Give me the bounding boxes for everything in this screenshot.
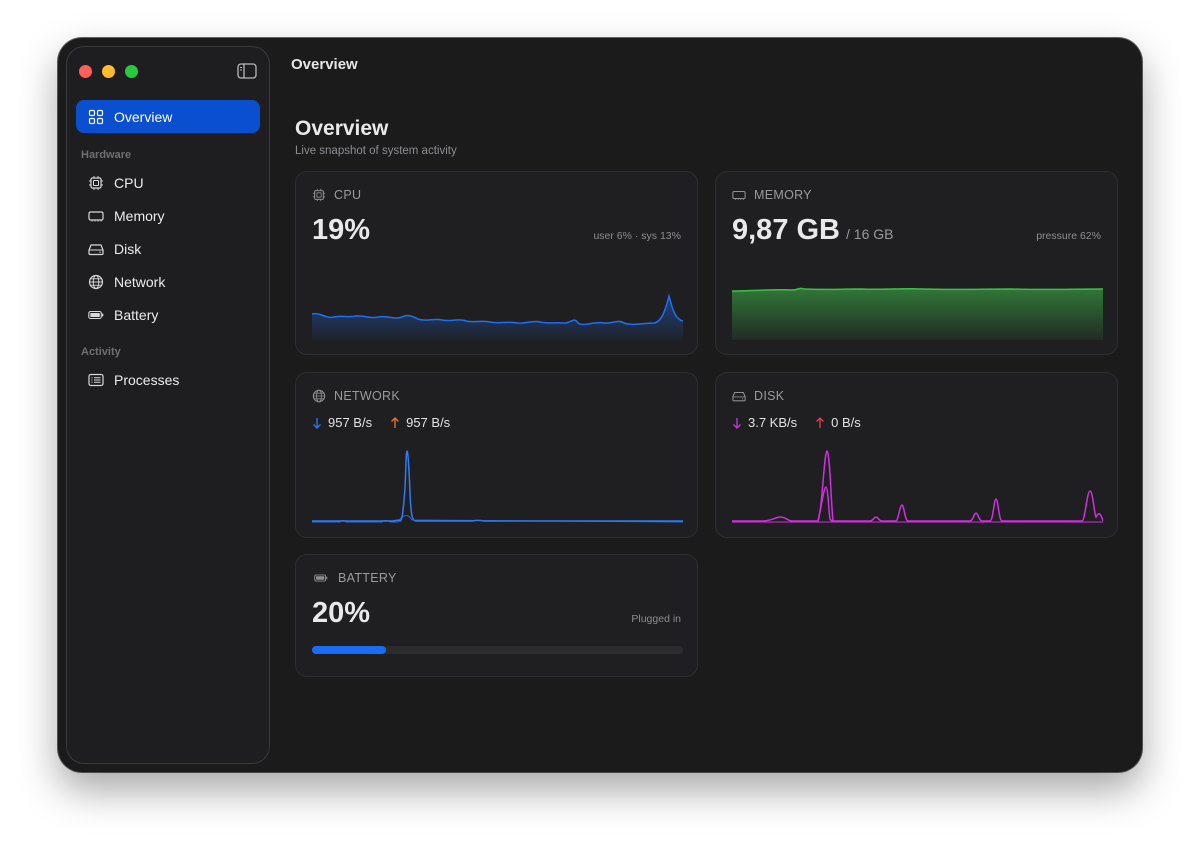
memory-used-value: 9,87 GB / 16 GB bbox=[732, 214, 893, 247]
disk-icon bbox=[732, 391, 746, 402]
card-title: BATTERY bbox=[338, 571, 397, 585]
sidebar-item-label: Processes bbox=[114, 371, 180, 388]
cpu-usage-value: 19% bbox=[312, 214, 371, 246]
network-download-line bbox=[312, 450, 683, 522]
disk-read-rate: 3.7 KB/s bbox=[732, 415, 797, 430]
card-header: CPU bbox=[312, 188, 361, 202]
card-header: BATTERY bbox=[312, 571, 397, 585]
sidebar-item-label: CPU bbox=[114, 174, 144, 191]
sidebar-item-memory[interactable]: Memory bbox=[76, 199, 260, 232]
memory-used: 9,87 GB bbox=[732, 214, 840, 246]
cpu-line bbox=[312, 293, 683, 326]
sidebar-item-label: Battery bbox=[114, 306, 159, 323]
memory-pressure: pressure 62% bbox=[1036, 230, 1101, 242]
battery-icon bbox=[88, 310, 104, 319]
cpu-area bbox=[312, 296, 683, 342]
close-window-button[interactable] bbox=[79, 65, 92, 78]
cpu-chip-icon bbox=[89, 175, 103, 190]
arrow-up-icon bbox=[391, 416, 400, 428]
memory-icon bbox=[732, 190, 746, 200]
card-header: NETWORK bbox=[312, 389, 400, 403]
battery-level-bar bbox=[312, 646, 683, 654]
memory-area bbox=[732, 288, 1103, 340]
download-value: 957 B/s bbox=[328, 415, 373, 430]
memory-icon bbox=[88, 210, 104, 221]
card-header: DISK bbox=[732, 389, 784, 403]
zoom-window-button[interactable] bbox=[125, 65, 138, 78]
list-icon bbox=[88, 373, 104, 386]
network-upload-line bbox=[312, 515, 683, 523]
battery-level-fill bbox=[312, 646, 387, 654]
globe-icon bbox=[88, 274, 104, 289]
sidebar-item-battery[interactable]: Battery bbox=[76, 298, 260, 331]
network-rates: 957 B/s 957 B/s bbox=[312, 415, 450, 430]
sidebar-item-network[interactable]: Network bbox=[76, 265, 260, 298]
network-history-chart bbox=[312, 450, 683, 523]
sidebar-toggle-icon[interactable] bbox=[237, 63, 257, 79]
cpu-chip-icon bbox=[312, 188, 326, 202]
disk-history-chart bbox=[732, 450, 1103, 523]
network-card[interactable]: NETWORK 957 B/s 957 B/s bbox=[295, 372, 698, 538]
disk-card[interactable]: DISK 3.7 KB/s 0 B/s bbox=[715, 372, 1118, 538]
arrow-down-icon bbox=[733, 417, 741, 429]
disk-write-rate: 0 B/s bbox=[815, 415, 861, 430]
upload-rate: 957 B/s bbox=[390, 415, 450, 430]
sidebar-item-cpu[interactable]: CPU bbox=[76, 166, 260, 199]
disk-read-value: 3.7 KB/s bbox=[748, 415, 798, 430]
memory-line bbox=[732, 287, 1103, 292]
arrow-down-icon bbox=[313, 417, 321, 429]
disk-read-line bbox=[732, 486, 1103, 522]
section-label-hardware: Hardware bbox=[81, 149, 132, 161]
sidebar-item-label: Overview bbox=[114, 108, 173, 125]
cpu-history-chart bbox=[312, 293, 683, 342]
disk-icon bbox=[88, 243, 104, 255]
sidebar: Overview Hardware CPU Memory D bbox=[66, 46, 270, 764]
card-title: NETWORK bbox=[334, 389, 400, 403]
disk-rates: 3.7 KB/s 0 B/s bbox=[732, 415, 861, 430]
minimize-window-button[interactable] bbox=[102, 65, 115, 78]
app-window: Overview Hardware CPU Memory D bbox=[58, 38, 1142, 772]
arrow-up-icon bbox=[816, 416, 825, 428]
battery-card[interactable]: BATTERY 20% Plugged in bbox=[295, 554, 698, 677]
card-title: DISK bbox=[754, 389, 785, 403]
grid-icon bbox=[88, 109, 104, 124]
globe-icon bbox=[312, 389, 326, 403]
cpu-breakdown: user 6% · sys 13% bbox=[593, 230, 681, 242]
sidebar-item-label: Memory bbox=[114, 207, 165, 224]
sidebar-item-overview[interactable]: Overview bbox=[76, 100, 260, 133]
battery-icon bbox=[314, 574, 328, 582]
page-title: Overview bbox=[295, 117, 389, 140]
sidebar-item-processes[interactable]: Processes bbox=[76, 363, 260, 396]
memory-total: / 16 GB bbox=[846, 226, 894, 242]
section-label-activity: Activity bbox=[81, 346, 121, 358]
sidebar-item-label: Disk bbox=[114, 240, 142, 257]
cpu-card[interactable]: CPU 19% user 6% · sys 13% bbox=[295, 171, 698, 355]
upload-value: 957 B/s bbox=[406, 415, 451, 430]
sidebar-item-disk[interactable]: Disk bbox=[76, 232, 260, 265]
traffic-lights bbox=[79, 65, 138, 78]
sidebar-item-label: Network bbox=[114, 273, 166, 290]
card-title: MEMORY bbox=[754, 188, 812, 202]
window-title: Overview bbox=[291, 56, 358, 73]
battery-power-source: Plugged in bbox=[631, 613, 681, 625]
memory-history-chart bbox=[732, 287, 1103, 340]
battery-level-value: 20% bbox=[312, 597, 371, 629]
disk-write-value: 0 B/s bbox=[831, 415, 861, 430]
page-subtitle: Live snapshot of system activity bbox=[295, 145, 457, 157]
memory-card[interactable]: MEMORY 9,87 GB / 16 GB pressure 62% bbox=[715, 171, 1118, 355]
download-rate: 957 B/s bbox=[312, 415, 372, 430]
card-header: MEMORY bbox=[732, 188, 812, 202]
disk-read-spike bbox=[817, 450, 834, 522]
card-title: CPU bbox=[334, 188, 362, 202]
